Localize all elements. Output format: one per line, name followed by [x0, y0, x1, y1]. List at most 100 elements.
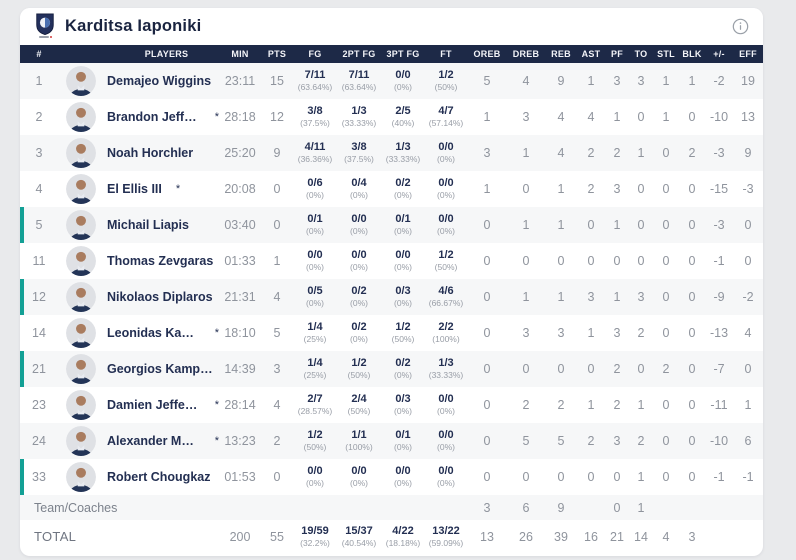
player-number: 11	[32, 254, 46, 268]
points-value: 5	[273, 326, 281, 340]
player-name[interactable]: Georgios Kamperidis	[107, 362, 219, 376]
oreb-value: 1	[483, 182, 491, 196]
player-number: 1	[35, 74, 43, 88]
fg-made-attempted: 2/7	[307, 393, 323, 406]
fg2pt-percentage: (50%)	[347, 370, 371, 381]
starter-asterisk: *	[214, 327, 219, 339]
player-row[interactable]: 3 Noah Horchler 25:20 9 4/11 (36.36%) 3/8 (37.5…	[20, 135, 763, 171]
fg-made-attempted: 0/0	[307, 249, 323, 262]
player-avatar	[66, 174, 96, 204]
fg2pt-percentage: (0%)	[350, 298, 368, 309]
blk-value	[679, 495, 705, 520]
to-value: 1	[637, 398, 645, 412]
ast-value: 0	[587, 254, 595, 268]
fg: 7/11 (63.64%)	[293, 63, 337, 99]
plus-minus-value: -10	[709, 434, 729, 448]
fg3pt-made-attempted: 0/1	[395, 213, 411, 226]
player-row[interactable]: 12 Nikolaos Diplaros 21:31 4 0/5 (0%) 0/2 (0%) 0…	[20, 279, 763, 315]
fg3pt-made-attempted: 0/1	[395, 429, 411, 442]
player-name[interactable]: Demajeo Wiggins	[107, 74, 212, 88]
ft-made-attempted: 4/7	[438, 105, 454, 118]
fg2pt-percentage: (0%)	[350, 262, 368, 273]
total-minutes: 200	[229, 529, 251, 544]
total-ft-percentage: (59.09%)	[428, 537, 464, 548]
player-row[interactable]: 4 El Ellis III * 20:08 0 0/6 (0%) 0/4 (0%) 0/2 (0%…	[20, 171, 763, 207]
fg2pt: 0/0 (0%)	[337, 207, 381, 243]
fg: 0/5 (0%)	[293, 279, 337, 315]
player-name[interactable]: Thomas Zevgaras	[107, 254, 214, 268]
reb-value: 1	[557, 290, 565, 304]
player-name[interactable]: Robert Chougkaz	[107, 470, 211, 484]
player-name[interactable]: Michail Liapis	[107, 218, 189, 232]
player-cell: El Ellis III *	[58, 171, 219, 207]
reb-value: 1	[557, 218, 565, 232]
blk-value: 0	[688, 470, 696, 484]
fg3pt-made-attempted: 0/0	[395, 465, 411, 478]
fg: 3/8 (37.5%)	[293, 99, 337, 135]
ft-percentage: (50%)	[434, 262, 458, 273]
fg2pt: 3/8 (37.5%)	[337, 135, 381, 171]
fg3pt: 0/1 (0%)	[381, 207, 425, 243]
total-fg2pt-made-attempted: 15/37	[345, 524, 373, 537]
player-name[interactable]: El Ellis III	[107, 182, 162, 196]
player-name[interactable]: Noah Horchler	[107, 146, 194, 160]
player-name[interactable]: Leonidas Kaselakis	[107, 326, 201, 340]
fg2pt-percentage: (0%)	[350, 334, 368, 345]
ft: 0/0 (0%)	[425, 135, 467, 171]
fg-made-attempted: 0/0	[307, 465, 323, 478]
dreb-value: 0	[522, 254, 530, 268]
player-name[interactable]: Damien Jefferson	[107, 398, 201, 412]
col-oreb: OREB	[467, 45, 507, 63]
player-name[interactable]: Brandon Jefferson	[107, 110, 201, 124]
player-cell: Michail Liapis	[58, 207, 219, 243]
dreb-value: 0	[522, 470, 530, 484]
ft-made-attempted: 1/3	[438, 357, 454, 370]
fg3pt: 0/0 (0%)	[381, 459, 425, 495]
minutes-value: 13:23	[224, 434, 256, 448]
stl-value: 0	[662, 218, 670, 232]
minutes-value: 01:53	[224, 470, 256, 484]
fg3pt-percentage: (0%)	[394, 442, 412, 453]
fg3pt-made-attempted: 1/2	[395, 321, 411, 334]
player-row[interactable]: 5 Michail Liapis 03:40 0 0/1 (0%) 0/0 (0%) 0/1 (0…	[20, 207, 763, 243]
player-cell: Noah Horchler	[58, 135, 219, 171]
ft: 0/0 (0%)	[425, 459, 467, 495]
plus-minus-value: -1	[713, 254, 725, 268]
player-name[interactable]: Alexander Madsen	[107, 434, 201, 448]
col-pts: PTS	[261, 45, 293, 63]
player-cell: Georgios Kamperidis	[58, 351, 219, 387]
total-points: 55	[270, 529, 284, 544]
player-row[interactable]: 33 Robert Chougkaz 01:53 0 0/0 (0%) 0/0 (0%) 0/0…	[20, 459, 763, 495]
reb-value: 9	[557, 74, 565, 88]
fg: 1/2 (50%)	[293, 423, 337, 459]
reb-value: 3	[557, 326, 565, 340]
plus-minus-value: -11	[710, 398, 728, 412]
to-value: 0	[637, 254, 645, 268]
total-row: TOTAL 200 55 19/59 (32.2%) 15/37 (40.54%) 4/22(…	[20, 520, 763, 553]
player-name[interactable]: Nikolaos Diplaros	[107, 290, 213, 304]
player-avatar	[66, 426, 96, 456]
fg3pt: 0/3 (0%)	[381, 279, 425, 315]
dreb-value: 0	[522, 182, 530, 196]
player-row[interactable]: 1 Demajeo Wiggins 23:11 15 7/11 (63.64%) 7/11(…	[20, 63, 763, 99]
fg-percentage: (25%)	[303, 334, 327, 345]
col-blk: BLK	[679, 45, 705, 63]
player-avatar	[66, 318, 96, 348]
player-row[interactable]: 11 Thomas Zevgaras 01:33 1 0/0 (0%) 0/0 (0%) 0/0…	[20, 243, 763, 279]
info-icon[interactable]	[731, 18, 749, 36]
fg3pt: 0/1 (0%)	[381, 423, 425, 459]
team-coaches-row: Team/Coaches 3 6 9 0 1	[20, 495, 763, 520]
plus-minus-value: -9	[713, 290, 725, 304]
total-fg3pt-percentage: (18.18%)	[385, 537, 421, 548]
player-avatar	[66, 390, 96, 420]
ft-percentage: (0%)	[437, 442, 455, 453]
ft-percentage: (0%)	[437, 478, 455, 489]
points-value: 4	[273, 290, 281, 304]
ft-percentage: (100%)	[432, 334, 460, 345]
pf-value: 3	[613, 326, 621, 340]
